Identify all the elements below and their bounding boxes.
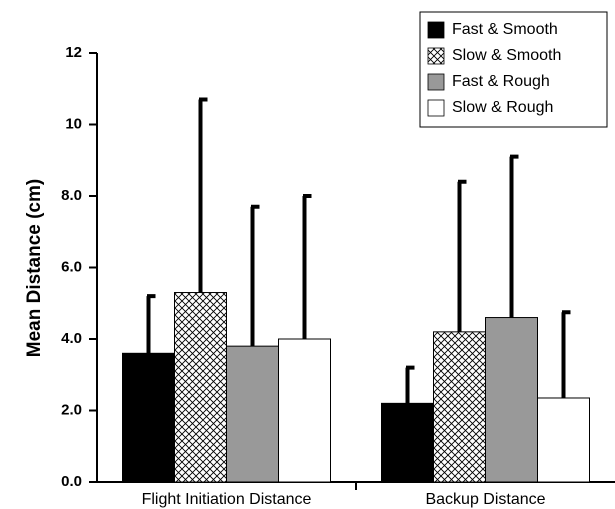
- y-axis-label: Mean Distance (cm): [24, 179, 45, 357]
- error-bar: [198, 97, 208, 293]
- legend-swatch: [427, 73, 445, 91]
- error-bar: [302, 194, 312, 339]
- bar: [433, 331, 486, 483]
- legend-label: Slow & Smooth: [452, 47, 561, 64]
- y-tick-label: 12: [65, 44, 82, 61]
- bar: [537, 397, 590, 483]
- bar: [278, 338, 331, 483]
- y-tick-label: 8.0: [61, 187, 82, 204]
- bar: [174, 292, 227, 483]
- y-tick-label: 6.0: [61, 258, 82, 275]
- x-tick-label: Backup Distance: [425, 491, 545, 508]
- y-tick-label: 10: [65, 115, 82, 132]
- bar: [381, 402, 434, 483]
- bar: [226, 345, 279, 483]
- y-tick-label: 0.0: [61, 473, 82, 490]
- error-bar: [457, 179, 467, 332]
- error-bar: [250, 204, 260, 347]
- legend-swatch: [427, 47, 445, 65]
- error-bar: [146, 294, 156, 354]
- bar: [122, 352, 175, 483]
- legend-box: [419, 11, 608, 128]
- y-tick-label: 4.0: [61, 330, 82, 347]
- legend-swatch: [427, 21, 445, 39]
- legend-label: Fast & Smooth: [452, 21, 558, 38]
- legend-label: Fast & Rough: [452, 73, 550, 90]
- bar: [485, 317, 538, 483]
- legend-swatch: [427, 99, 445, 117]
- error-bar: [405, 365, 415, 404]
- error-bar: [509, 154, 519, 318]
- y-tick-label: 2.0: [61, 401, 82, 418]
- x-tick-label: Flight Initiation Distance: [142, 491, 312, 508]
- error-bar: [561, 310, 571, 398]
- legend-label: Slow & Rough: [452, 99, 553, 116]
